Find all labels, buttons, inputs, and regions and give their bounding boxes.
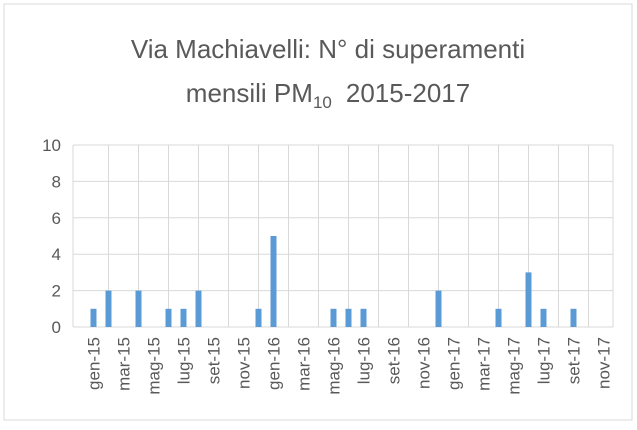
x-tick-label: lug-15 — [175, 337, 194, 384]
x-tick-label: nov-17 — [595, 337, 614, 389]
x-tick-label: mag-16 — [325, 337, 344, 395]
x-tick-label: gen-16 — [265, 337, 284, 390]
y-tick-label: 0 — [52, 318, 61, 337]
y-tick-label: 8 — [52, 172, 61, 191]
x-tick-label: nov-15 — [235, 337, 254, 389]
x-tick-label: set-17 — [565, 337, 584, 384]
x-tick-label: gen-17 — [445, 337, 464, 390]
bar — [495, 308, 502, 327]
bar — [360, 308, 367, 327]
y-tick-label: 4 — [52, 245, 61, 264]
y-tick-label: 10 — [42, 136, 61, 155]
x-tick-label: mag-17 — [505, 337, 524, 395]
x-tick-label: lug-16 — [355, 337, 374, 384]
bar — [345, 308, 352, 327]
y-tick-label: 6 — [52, 209, 61, 228]
bar — [165, 308, 172, 327]
bar — [435, 290, 442, 327]
x-tick-label: mar-16 — [295, 337, 314, 391]
bar — [195, 290, 202, 327]
bar — [540, 308, 547, 327]
x-tick-label: gen-15 — [85, 337, 104, 390]
bar — [330, 308, 337, 327]
bar — [255, 308, 262, 327]
bar — [135, 290, 142, 327]
bar — [270, 236, 277, 327]
x-tick-label: mar-15 — [115, 337, 134, 391]
x-tick-label: set-15 — [205, 337, 224, 384]
x-tick-label: mag-15 — [145, 337, 164, 395]
bar — [525, 272, 532, 327]
y-tick-label: 2 — [52, 282, 61, 301]
bar — [570, 308, 577, 327]
chart-title: mensili PM10 2015-2017 — [186, 78, 470, 112]
x-tick-label: nov-16 — [415, 337, 434, 389]
bar — [180, 308, 187, 327]
chart-title: Via Machiavelli: N° di superamenti — [131, 34, 525, 64]
x-tick-label: set-16 — [385, 337, 404, 384]
x-tick-label: lug-17 — [535, 337, 554, 384]
bar — [105, 290, 112, 327]
x-tick-label: mar-17 — [475, 337, 494, 391]
bar — [90, 308, 97, 327]
